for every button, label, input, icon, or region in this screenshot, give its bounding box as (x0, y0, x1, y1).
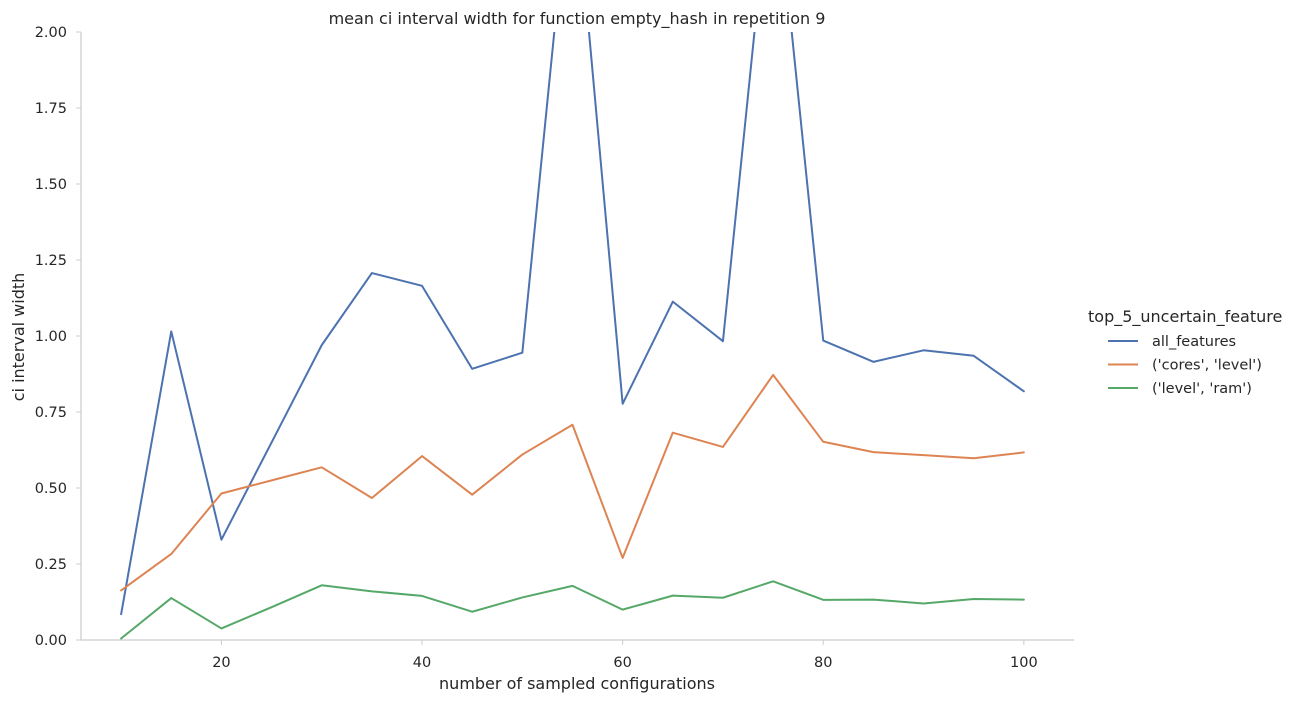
legend-label-1: ('cores', 'level') (1152, 358, 1262, 374)
y-tick-label: 1.00 (35, 329, 67, 345)
series-line-0 (120, 32, 1025, 616)
y-tick-label: 2.00 (35, 25, 67, 41)
series-line-1 (120, 373, 1025, 592)
y-axis-label: ci interval width (9, 273, 28, 402)
y-tick-label: 1.25 (35, 253, 67, 269)
x-tick-label: 60 (613, 655, 631, 671)
x-tick-label: 20 (212, 655, 230, 671)
y-tick-label: 0.75 (35, 405, 67, 421)
y-tick-label: 0.00 (35, 633, 67, 649)
x-axis-ticks: 20 40 60 80 100 (212, 640, 1038, 671)
y-tick-label: 1.75 (35, 101, 67, 117)
x-tick-label: 80 (814, 655, 832, 671)
y-tick-label: 0.25 (35, 557, 67, 573)
x-tick-label: 40 (413, 655, 431, 671)
legend-label-2: ('level', 'ram') (1152, 381, 1252, 397)
chart-title: mean ci interval width for function empt… (329, 9, 826, 29)
legend-label-0: all_features (1152, 334, 1236, 350)
series-line-2 (120, 580, 1025, 640)
x-tick-label: 100 (1010, 655, 1038, 671)
y-axis-ticks: 0.00 0.25 0.50 0.75 1.00 1.25 1.50 1.75 2.00 (35, 25, 81, 649)
legend-title: top_5_uncertain_feature (1088, 307, 1282, 327)
series-lines (120, 32, 1025, 640)
x-axis-label: number of sampled configurations (439, 674, 715, 693)
y-tick-label: 1.50 (35, 177, 67, 193)
legend: top_5_uncertain_feature all_features ('co… (1088, 307, 1282, 397)
y-tick-label: 0.50 (35, 481, 67, 497)
